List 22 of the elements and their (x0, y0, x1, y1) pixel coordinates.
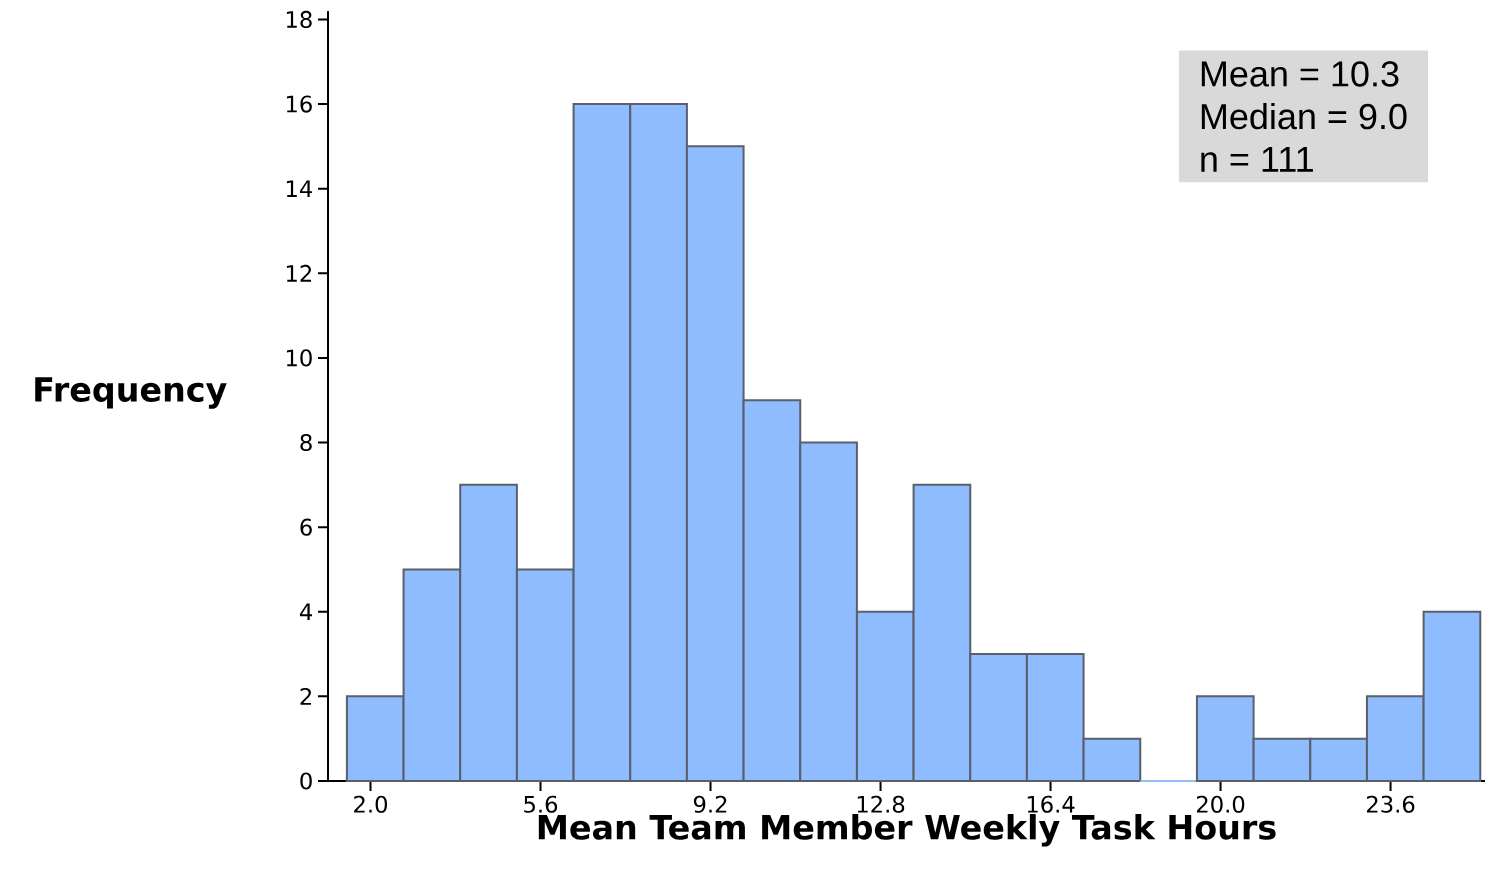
x-tick-label: 9.2 (693, 795, 727, 813)
annotation: Median = 9.0 (1201, 102, 1407, 130)
y-tick-label: 8 (300, 433, 312, 452)
annotation: Mean = 10.3 (1201, 61, 1399, 87)
y-axis-title: Frequency (35, 377, 227, 409)
x-tick-label: 5.6 (524, 795, 558, 813)
y-tick-label: 12 (286, 264, 312, 282)
y-tick-label: 4 (299, 603, 313, 621)
x-tick-label: 20.0 (1196, 795, 1245, 813)
x-tick-label: 16.4 (1027, 795, 1075, 813)
y-tick-label: 18 (286, 10, 312, 29)
y-tick-label: 14 (286, 180, 313, 197)
y-tick-label: 0 (300, 772, 312, 790)
y-tick-label: 2 (300, 687, 312, 705)
y-tick-label: 10 (286, 349, 312, 367)
annotation: n = 111 (1201, 146, 1313, 172)
x-tick-label: 12.8 (857, 795, 905, 813)
x-axis-title: Mean Team Member Weekly Task Hours (538, 814, 1276, 847)
y-tick-label: 16 (286, 95, 312, 113)
y-tick-label: 6 (300, 518, 312, 536)
x-tick-label: 2.0 (354, 795, 388, 813)
x-tick-label: 23.6 (1366, 795, 1415, 813)
